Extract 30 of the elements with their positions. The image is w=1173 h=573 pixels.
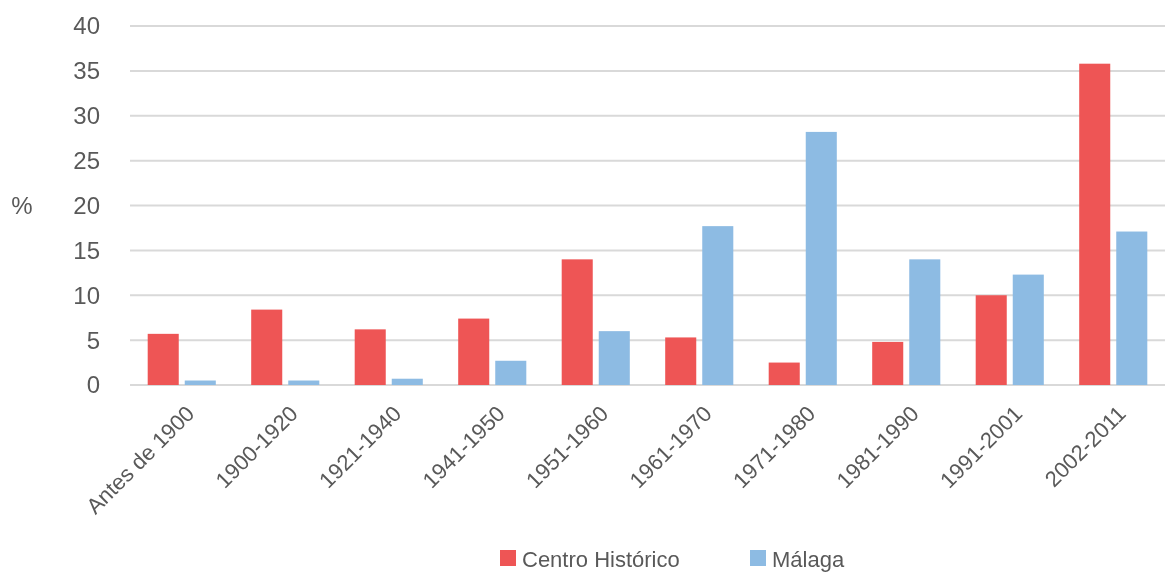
bar [495,360,527,385]
y-tick-label: 5 [86,326,100,354]
bar [598,331,630,385]
y-tick-label: 25 [73,147,100,175]
bar [1079,63,1111,385]
legend-label: Málaga [772,546,845,572]
bar [147,333,179,385]
bar [768,362,800,385]
y-tick-label: 10 [73,281,100,309]
bar [805,131,837,385]
bar [1012,274,1044,385]
y-tick-label: 0 [86,371,100,399]
bar [909,259,941,385]
bar [975,295,1007,385]
bar [561,259,593,385]
bar [251,309,283,385]
y-tick-label: 20 [73,191,100,219]
y-tick-label: 35 [73,57,100,85]
y-axis-title: % [11,191,33,219]
bar [391,378,423,385]
y-tick-label: 40 [73,12,100,40]
bar [354,329,386,385]
legend-label: Centro Histórico [522,546,680,572]
bar [872,341,904,385]
bar [1116,231,1148,385]
y-tick-label: 15 [73,236,100,264]
bar [665,337,697,385]
bar [458,318,490,385]
bar [702,226,734,385]
y-tick-label: 30 [73,102,100,130]
